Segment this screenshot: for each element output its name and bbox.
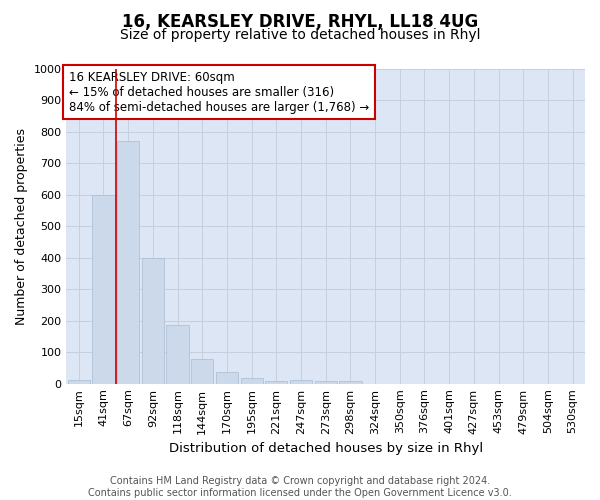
Text: 16, KEARSLEY DRIVE, RHYL, LL18 4UG: 16, KEARSLEY DRIVE, RHYL, LL18 4UG (122, 12, 478, 30)
Y-axis label: Number of detached properties: Number of detached properties (15, 128, 28, 325)
Text: 16 KEARSLEY DRIVE: 60sqm
← 15% of detached houses are smaller (316)
84% of semi-: 16 KEARSLEY DRIVE: 60sqm ← 15% of detach… (69, 70, 369, 114)
X-axis label: Distribution of detached houses by size in Rhyl: Distribution of detached houses by size … (169, 442, 483, 455)
Bar (314, 380, 337, 384)
Bar (216, 372, 238, 384)
Bar (92, 195, 115, 384)
Bar (68, 380, 90, 384)
Bar (241, 378, 263, 384)
Bar (117, 142, 139, 384)
Text: Size of property relative to detached houses in Rhyl: Size of property relative to detached ho… (120, 28, 480, 42)
Bar (191, 360, 214, 384)
Bar (166, 326, 188, 384)
Bar (265, 380, 287, 384)
Text: Contains HM Land Registry data © Crown copyright and database right 2024.
Contai: Contains HM Land Registry data © Crown c… (88, 476, 512, 498)
Bar (142, 258, 164, 384)
Bar (339, 382, 362, 384)
Bar (290, 380, 312, 384)
